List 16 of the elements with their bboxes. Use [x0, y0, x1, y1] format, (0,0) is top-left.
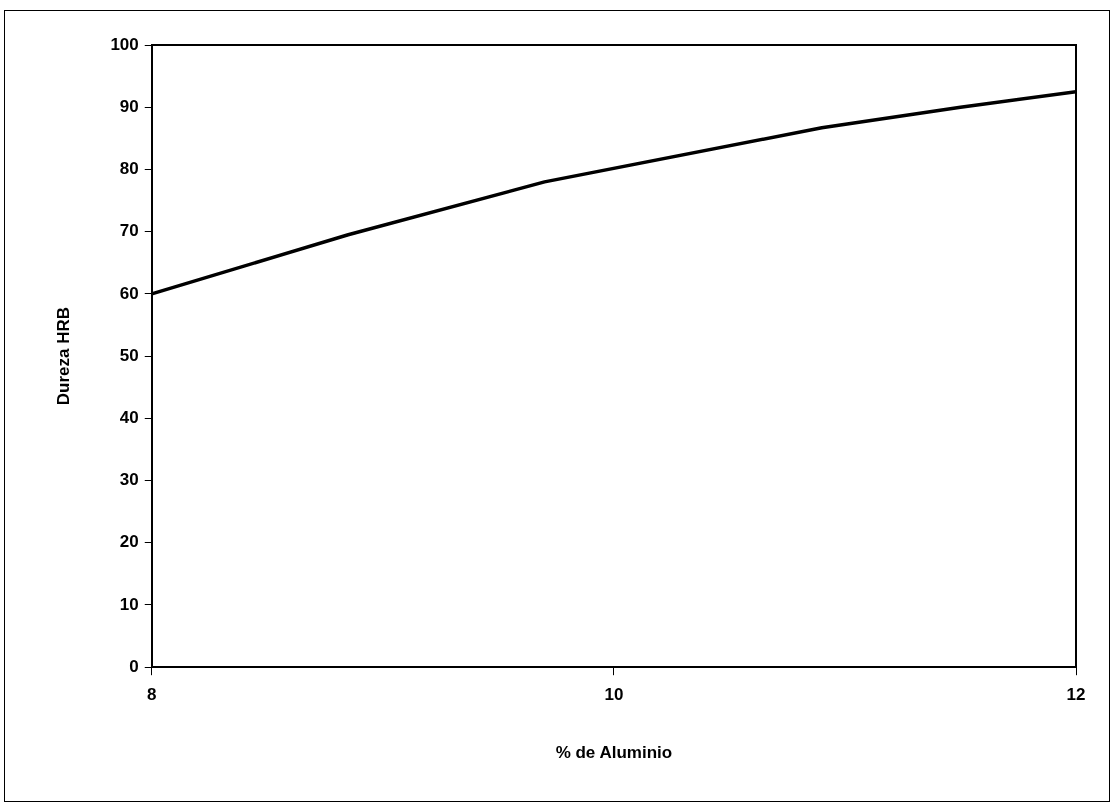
y-tick-label: 100 [110, 34, 139, 54]
x-tick-label: 8 [147, 685, 157, 705]
x-axis-title: % de Aluminio [555, 743, 673, 763]
y-tick-label: 50 [119, 345, 139, 365]
y-axis-title: Dureza HRB [53, 306, 73, 406]
y-tick-label: 30 [119, 470, 139, 490]
y-tick-label: 70 [119, 221, 139, 241]
y-tick-label: 80 [119, 159, 139, 179]
y-tick-label: 40 [119, 408, 139, 428]
y-tick-label: 0 [129, 656, 139, 676]
y-tick-label: 10 [119, 594, 139, 614]
y-tick-label: 90 [119, 96, 139, 116]
y-tick-label: 60 [119, 283, 139, 303]
x-tick-label: 12 [1066, 685, 1086, 705]
x-tick-label: 10 [604, 685, 624, 705]
y-tick-label: 20 [119, 532, 139, 552]
